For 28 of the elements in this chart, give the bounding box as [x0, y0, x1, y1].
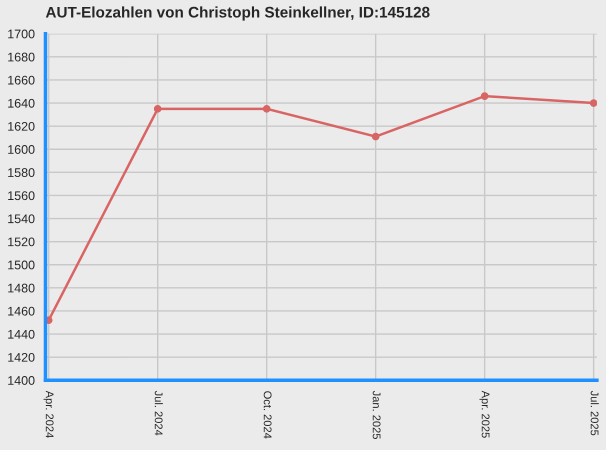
y-tick-label: 1520: [8, 237, 35, 246]
y-tick-label: 1420: [8, 352, 35, 362]
x-tick-label: Jul. 2024: [154, 390, 163, 436]
y-tick-label: 1640: [8, 98, 35, 108]
y-tick-label: 1680: [8, 52, 35, 62]
point: [262, 105, 271, 113]
chart-title: AUT-Elozahlen von Christoph Steinkellner, ID:145128: [46, 6, 430, 21]
y-tick-label: 1400: [8, 376, 35, 385]
x-tick-label: Oct. 2024: [264, 391, 272, 439]
y-tick-label: 1460: [8, 306, 35, 316]
x-tick-label: Apr. 2024: [44, 390, 54, 438]
point: [372, 132, 380, 140]
y-tick-label: 1700: [8, 30, 35, 38]
x-tick-label: Jan. 2025: [372, 390, 381, 440]
y-tick-label: 1540: [8, 214, 35, 224]
y-tick-label: 1440: [8, 330, 35, 339]
x-tick-label: Jul. 2025: [590, 390, 599, 436]
y-tick-label: 1500: [8, 260, 35, 270]
x-tick-label: Apr. 2025: [479, 390, 490, 438]
y-tick-label: 1600: [8, 145, 35, 154]
y-tick-label: 1660: [8, 76, 35, 85]
point: [480, 92, 488, 100]
y-tick-label: 1580: [8, 168, 35, 177]
y-tick-label: 1560: [8, 191, 35, 200]
point: [590, 99, 597, 107]
y-tick-label: 1620: [8, 122, 35, 131]
point: [154, 105, 162, 113]
y-tick-label: 1480: [8, 284, 35, 292]
